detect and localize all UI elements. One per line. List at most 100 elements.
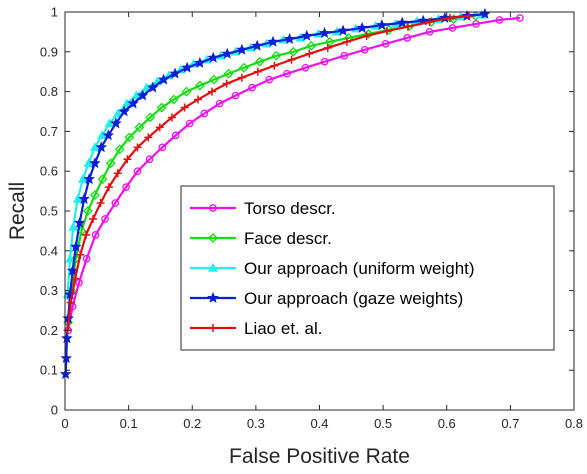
data-point: [113, 169, 122, 178]
data-point: [111, 199, 120, 207]
data-point: [91, 231, 100, 239]
data-point: [133, 167, 142, 176]
data-point: [121, 98, 132, 108]
data-point: [383, 24, 394, 35]
data-point: [97, 130, 107, 140]
data-point: [90, 142, 100, 152]
data-point: [265, 75, 274, 84]
data-point: [59, 368, 72, 380]
data-point: [495, 16, 504, 24]
data-point: [157, 73, 170, 85]
data-point: [194, 56, 206, 68]
legend-entry: Torso descr.: [190, 199, 336, 218]
legend-marker: [209, 204, 217, 212]
data-point: [305, 49, 314, 58]
data-point: [301, 29, 313, 41]
data-point: [124, 132, 135, 143]
data-point: [180, 103, 189, 112]
data-point: [425, 28, 434, 36]
x-tick-label: 0.5: [374, 416, 392, 431]
data-point: [122, 183, 130, 191]
data-point: [104, 183, 113, 192]
data-point: [105, 158, 116, 169]
data-point: [77, 174, 88, 183]
data-point: [207, 87, 216, 96]
data-point: [83, 158, 94, 167]
data-point: [248, 83, 256, 92]
data-point: [145, 155, 154, 164]
data-point: [254, 56, 265, 67]
y-tick-label: 0.7: [40, 124, 58, 139]
data-point: [155, 123, 164, 132]
data-point: [82, 206, 93, 216]
data-point: [83, 173, 95, 185]
data-point: [323, 43, 332, 52]
data-point: [403, 22, 412, 31]
data-point: [376, 19, 388, 31]
data-point: [114, 144, 125, 155]
data-point: [144, 133, 153, 142]
data-point: [88, 214, 97, 223]
data-point: [102, 129, 115, 141]
x-tick-label: 0.4: [310, 416, 328, 431]
data-point: [71, 274, 80, 283]
data-point: [82, 254, 91, 263]
data-point: [301, 63, 310, 72]
data-point: [439, 11, 451, 23]
data-point: [270, 61, 279, 70]
legend-entry: Face descr.: [190, 229, 332, 248]
data-point: [141, 82, 152, 92]
data-point: [324, 36, 335, 47]
data-point: [127, 97, 139, 109]
data-point: [95, 141, 108, 153]
data-point: [97, 174, 108, 185]
data-point: [118, 105, 130, 117]
legend-label: Torso descr.: [244, 199, 336, 218]
legend-entry: Our approach (uniform weight): [190, 259, 475, 278]
data-point: [60, 352, 73, 364]
legend-marker: [209, 324, 217, 332]
data-point: [66, 298, 75, 307]
data-point: [208, 74, 219, 85]
y-tick-label: 0.4: [40, 243, 58, 258]
data-point: [101, 215, 109, 223]
data-point: [448, 24, 457, 32]
data-point: [472, 20, 480, 28]
data-point: [78, 192, 90, 204]
data-point: [253, 67, 262, 76]
data-point: [425, 17, 434, 26]
data-point: [403, 34, 412, 42]
data-point: [288, 46, 299, 57]
data-point: [131, 90, 142, 100]
legend-entry: Liao et. al.: [190, 319, 322, 338]
data-point: [123, 155, 132, 164]
legend-marker: [208, 233, 218, 243]
data-point: [68, 221, 79, 231]
axes: 0 0.1 0.2 0.3 0.4 0.5 0.6 0.7 0.8 0 0.1 0.2 0.3 0.4 0.…: [40, 5, 583, 432]
data-point: [363, 28, 374, 39]
data-point: [207, 51, 220, 63]
y-tick-label: 0.1: [40, 363, 58, 378]
series-1: [64, 14, 524, 335]
data-point: [194, 80, 205, 91]
y-tick-label: 1: [51, 5, 58, 20]
x-tick-label: 0.1: [120, 416, 138, 431]
data-point: [231, 91, 240, 100]
data-point: [96, 199, 105, 208]
data-point: [200, 109, 209, 118]
data-point: [318, 27, 331, 39]
data-point: [89, 190, 100, 200]
data-point: [72, 194, 83, 203]
legend-label: Our approach (gaze weights): [244, 289, 463, 308]
data-point: [340, 51, 349, 60]
data-point: [236, 43, 248, 55]
data-point: [360, 45, 369, 54]
data-point: [306, 40, 317, 51]
x-tick-label: 0.2: [183, 416, 201, 431]
legend-box: [180, 185, 555, 351]
data-point: [70, 253, 81, 264]
x-tick-label: 0: [61, 416, 68, 431]
data-point: [215, 99, 224, 108]
series-line: [67, 14, 476, 323]
